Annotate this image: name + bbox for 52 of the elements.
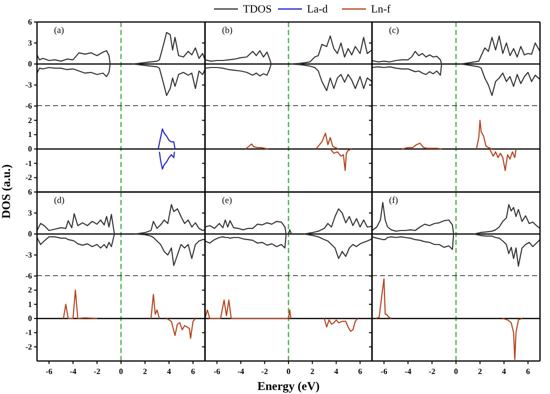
y-tick-label: 0 [28, 60, 32, 69]
annotation: (f) [389, 195, 398, 205]
x-tick-label: 4 [334, 367, 338, 376]
annotation: (d) [54, 195, 64, 205]
x-tick-label: -4 [237, 367, 244, 376]
x-tick-label: 6 [191, 367, 195, 376]
y-tick-label: -3 [25, 250, 32, 260]
y-tick-label: 6 [28, 188, 32, 197]
x-tick-label: 0 [286, 367, 290, 376]
x-tick-label: 0 [454, 367, 458, 376]
y-tick-label: 3 [28, 208, 32, 218]
y-tick-label: -1 [25, 328, 32, 338]
x-tick-label: -2 [94, 367, 100, 376]
annotation: (c) [389, 25, 399, 35]
y-tick-label: -6 [25, 102, 32, 111]
y-tick-label: -6 [25, 272, 32, 281]
x-tick-label: 4 [502, 367, 506, 376]
x-tick-label: -2 [428, 367, 436, 376]
y-tick-label: 2 [28, 286, 32, 295]
x-tick-label: 2 [478, 367, 482, 376]
x-tick-label: 6 [526, 367, 530, 376]
y-tick-label: -3 [25, 80, 32, 90]
legend-label: TDOS [243, 4, 272, 16]
legend-label: La-d [307, 4, 328, 16]
y-tick-label: 0 [28, 230, 32, 239]
annotation: (b) [222, 25, 232, 35]
x-tick-label: -6 [46, 367, 52, 376]
legend-label: Ln-f [371, 4, 391, 16]
annotation: (a) [54, 25, 64, 35]
y-tick-label: 1 [28, 130, 32, 140]
x-tick-label: -6 [214, 367, 220, 376]
x-axis-title: Energy (eV) [257, 379, 320, 393]
x-tick-label: -4 [404, 367, 412, 376]
x-tick-label: 2 [143, 367, 147, 376]
y-tick-label: -1 [25, 158, 32, 168]
y-tick-label: 0 [28, 144, 32, 154]
x-tick-label: -2 [261, 367, 268, 376]
x-tick-label: -6 [380, 367, 388, 376]
x-tick-label: 0 [119, 367, 123, 376]
y-axis-title: DOS (a.u.) [0, 164, 13, 219]
annotation: (e) [222, 195, 232, 205]
x-tick-label: 6 [358, 367, 362, 376]
x-tick-label: 4 [167, 367, 171, 376]
x-tick-label: -4 [70, 367, 76, 376]
x-tick-label: 2 [310, 367, 314, 376]
y-tick-label: 2 [28, 116, 32, 125]
y-tick-label: -2 [25, 342, 32, 352]
y-tick-label: -2 [25, 173, 32, 182]
y-tick-label: 0 [28, 314, 32, 324]
y-tick-label: 3 [28, 38, 32, 48]
y-tick-label: 6 [28, 18, 32, 27]
y-tick-label: 1 [28, 300, 32, 309]
